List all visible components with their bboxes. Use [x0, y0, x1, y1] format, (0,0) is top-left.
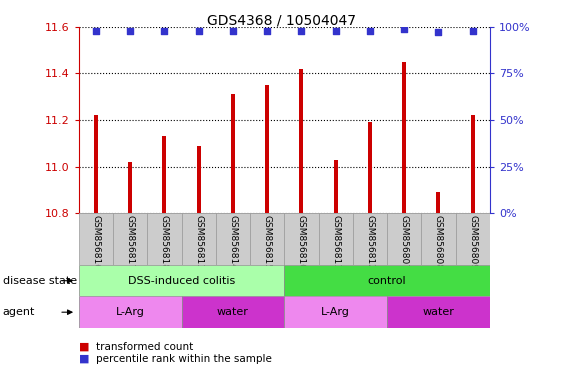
Text: L-Arg: L-Arg	[321, 307, 350, 317]
Bar	[162, 136, 167, 213]
Point	[297, 28, 306, 34]
Text: ■: ■	[79, 354, 90, 364]
Bar	[181, 213, 216, 265]
Text: GDS4368 / 10504047: GDS4368 / 10504047	[207, 13, 356, 27]
Point	[468, 28, 477, 34]
Bar	[113, 213, 148, 265]
Bar	[471, 115, 475, 213]
Point	[194, 28, 203, 34]
Text: ■: ■	[79, 342, 90, 352]
Bar	[334, 160, 338, 213]
Bar	[250, 213, 284, 265]
Text: percentile rank within the sample: percentile rank within the sample	[96, 354, 271, 364]
Text: control: control	[368, 276, 406, 286]
Text: GSM856818: GSM856818	[160, 215, 169, 270]
Bar	[148, 213, 181, 265]
Point	[331, 28, 340, 34]
Text: GSM856817: GSM856817	[126, 215, 135, 270]
Point	[263, 28, 272, 34]
Bar	[79, 296, 181, 328]
Point	[126, 28, 135, 34]
Bar	[319, 213, 353, 265]
Text: GSM856813: GSM856813	[194, 215, 203, 270]
Text: GSM856816: GSM856816	[91, 215, 100, 270]
Text: L-Arg: L-Arg	[116, 307, 145, 317]
Bar	[284, 265, 490, 296]
Bar	[284, 213, 319, 265]
Text: GSM856809: GSM856809	[468, 215, 477, 270]
Bar	[353, 213, 387, 265]
Point	[400, 26, 409, 32]
Point	[160, 28, 169, 34]
Text: GSM856812: GSM856812	[365, 215, 374, 270]
Bar	[79, 213, 113, 265]
Bar	[387, 213, 421, 265]
Point	[229, 28, 238, 34]
Bar	[181, 296, 284, 328]
Text: GSM856811: GSM856811	[331, 215, 340, 270]
Text: water: water	[217, 307, 249, 317]
Bar	[368, 122, 372, 213]
Bar	[284, 296, 387, 328]
Bar	[128, 162, 132, 213]
Bar	[231, 94, 235, 213]
Bar	[436, 192, 440, 213]
Bar	[94, 115, 98, 213]
Text: agent: agent	[3, 307, 35, 317]
Text: GSM856810: GSM856810	[297, 215, 306, 270]
Bar	[455, 213, 490, 265]
Text: water: water	[422, 307, 454, 317]
Point	[91, 28, 100, 34]
Point	[365, 28, 374, 34]
Point	[434, 30, 443, 36]
Bar	[196, 146, 201, 213]
Bar	[421, 213, 455, 265]
Text: GSM856807: GSM856807	[400, 215, 409, 270]
Bar	[216, 213, 250, 265]
Text: GSM856808: GSM856808	[434, 215, 443, 270]
Text: transformed count: transformed count	[96, 342, 193, 352]
Bar	[265, 85, 269, 213]
Text: GSM856814: GSM856814	[229, 215, 238, 270]
Bar	[402, 62, 406, 213]
Bar	[387, 296, 490, 328]
Text: DSS-induced colitis: DSS-induced colitis	[128, 276, 235, 286]
Bar	[79, 265, 284, 296]
Text: GSM856815: GSM856815	[263, 215, 272, 270]
Text: disease state: disease state	[3, 276, 77, 286]
Bar	[300, 69, 303, 213]
